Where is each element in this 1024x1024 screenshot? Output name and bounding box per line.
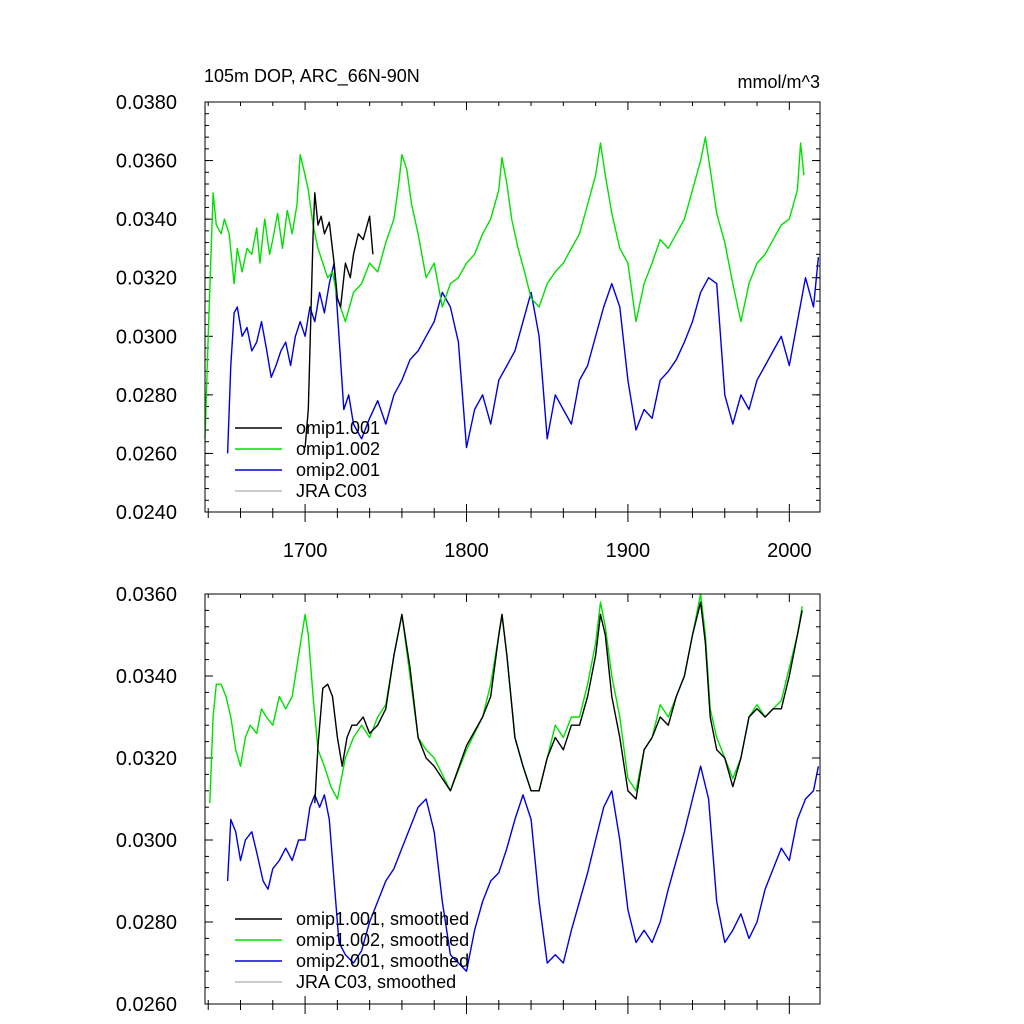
y-tick-label: 0.0260: [116, 994, 177, 1016]
y-tick-label: 0.0300: [116, 326, 177, 348]
y-tick-label: 0.0320: [116, 748, 177, 770]
series-line-omip1-001: [304, 192, 374, 448]
series-line-omip2-001-smoothed: [226, 765, 820, 972]
top-panel: 105m DOP, ARC_66N-90N mmol/m^3 0.02400.0…: [116, 66, 821, 562]
bottom-panel-ticks: 0.0260 0.0280 0.0300 0.0320 0.0340 0.0360: [116, 584, 820, 1016]
series-line-omip1-002: [204, 136, 805, 439]
legend-label: omip2.001: [296, 460, 380, 480]
legend-label: omip1.002, smoothed: [296, 930, 469, 950]
legend-label: omip2.001, smoothed: [296, 951, 469, 971]
series-line-omip1-002-smoothed: [209, 593, 803, 804]
legend-label: omip1.001, smoothed: [296, 909, 469, 929]
y-tick-label: 0.0320: [116, 268, 177, 290]
y-tick-label: 0.0240: [116, 502, 177, 524]
bottom-panel: 0.0260 0.0280 0.0300 0.0320 0.0340 0.0360 omi…: [116, 584, 821, 1016]
legend-label: omip1.001: [296, 418, 380, 438]
series-line-omip1-001-smoothed: [314, 601, 803, 804]
y-tick-label: 0.0360: [116, 584, 177, 606]
x-tick-label: 1700: [283, 540, 328, 562]
y-tick-label: 0.0300: [116, 830, 177, 852]
x-tick-label: 1900: [606, 540, 651, 562]
y-tick-label: 0.0280: [116, 385, 177, 407]
bottom-panel-series: [209, 593, 820, 972]
legend-label: JRA C03, smoothed: [296, 972, 456, 992]
legend-label: omip1.002: [296, 439, 380, 459]
series-line-omip2-001: [226, 257, 820, 454]
legend-label: JRA C03: [296, 481, 367, 501]
y-tick-label: 0.0340: [116, 666, 177, 688]
x-tick-label: 2000: [767, 540, 812, 562]
top-panel-frame: [204, 101, 821, 513]
x-tick-label: 1800: [444, 540, 489, 562]
bottom-panel-frame: [204, 593, 821, 1005]
y-tick-label: 0.0340: [116, 209, 177, 231]
top-panel-units: mmol/m^3: [738, 72, 820, 92]
y-tick-label: 0.0280: [116, 912, 177, 934]
top-panel-ticks: 0.0240 0.0260 0.0280 0.0300 0.0320 0.0340 0.03…: [116, 92, 820, 562]
top-panel-title: 105m DOP, ARC_66N-90N: [204, 66, 420, 87]
top-panel-series: [204, 136, 820, 454]
y-tick-label: 0.0260: [116, 443, 177, 465]
y-tick-label: 0.0380: [116, 92, 177, 114]
y-tick-label: 0.0360: [116, 151, 177, 173]
